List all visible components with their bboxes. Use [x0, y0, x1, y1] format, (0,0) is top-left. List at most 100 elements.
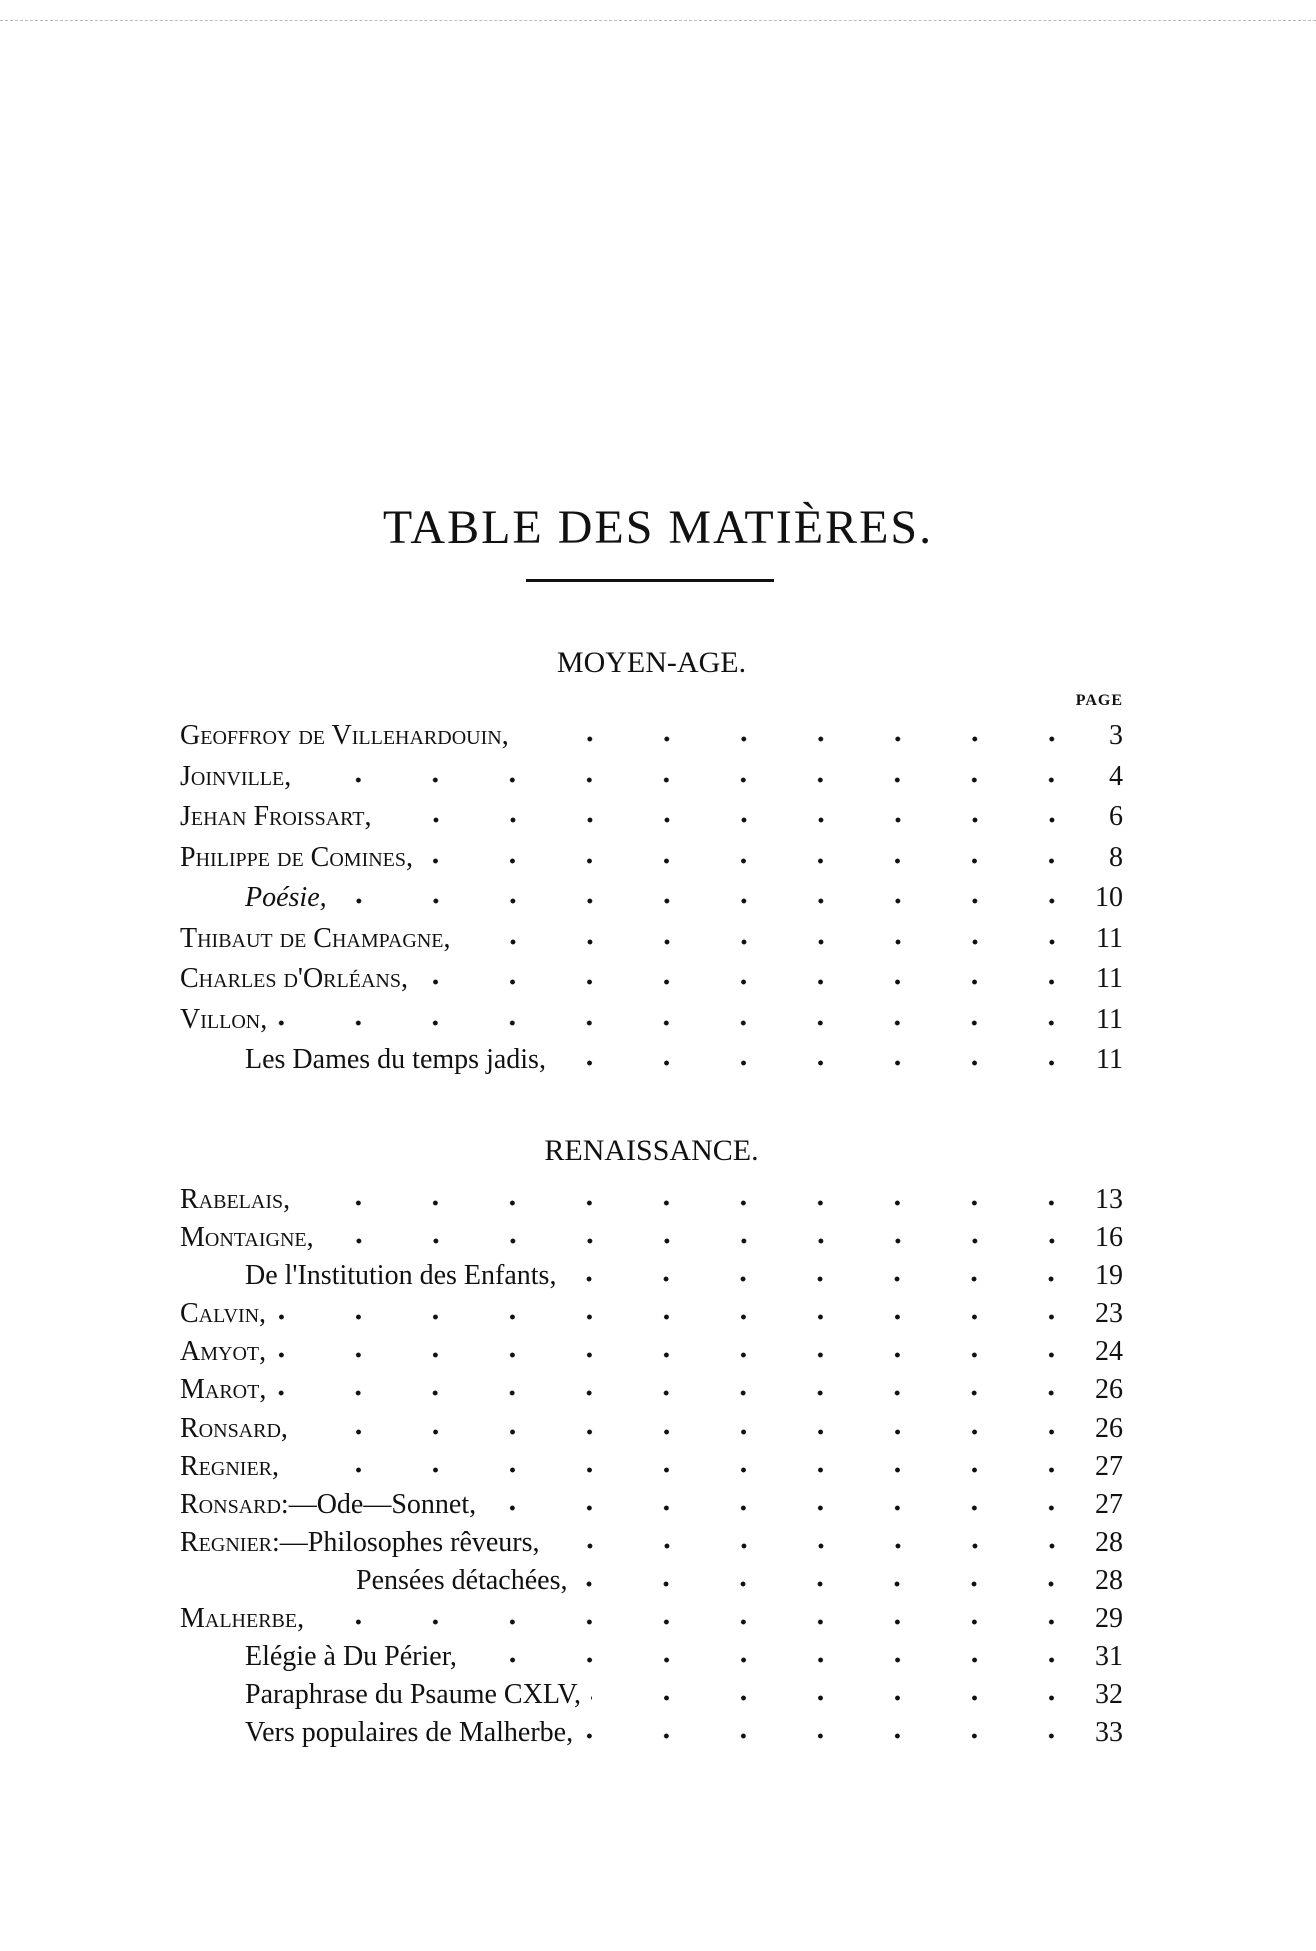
page-number: 33 [1095, 1717, 1123, 1749]
page-number: 11 [1096, 963, 1123, 994]
toc-entry[interactable]: Joinville, 4 [180, 761, 1123, 802]
entry-title: De l'Institution des Enfants, [180, 1260, 556, 1292]
author-name: Rabelais [180, 1184, 284, 1215]
page-title: TABLE DES MATIÈRES. [382, 501, 934, 555]
page-number: 16 [1095, 1222, 1123, 1254]
dot-leader [323, 1236, 1073, 1247]
dot-leader [276, 1388, 1073, 1399]
entry-title: Amyot, [180, 1336, 266, 1368]
entry-title: Ronsard:—Ode—Sonnet, [180, 1489, 476, 1521]
page-number: 29 [1095, 1603, 1123, 1635]
entry-title: Regnier:—Philosophes rêveurs, [180, 1527, 540, 1559]
dot-leader [417, 977, 1073, 987]
entry-text: , [259, 1298, 267, 1330]
toc-list-moyen-age: Geoffroy de Villehardouin, 3 Joinville, 4 Je… [180, 720, 1123, 1085]
page-number: 3 [1109, 720, 1123, 751]
page-number: 28 [1095, 1564, 1123, 1596]
page-number: 6 [1109, 801, 1123, 832]
entry-title: Thibaut de Champagne, [180, 923, 451, 955]
dot-leader [276, 1350, 1073, 1361]
entry-text: Poésie, [245, 882, 327, 913]
author-name: Thibaut de Champagne [180, 922, 444, 954]
toc-entry[interactable]: Elégie à Du Périer, 31 [180, 1641, 1123, 1679]
author-name: Amyot [180, 1336, 260, 1368]
section-heading-renaissance: RENAISSANCE. [544, 1134, 759, 1167]
toc-entry[interactable]: Charles d'Orléans, 11 [180, 963, 1123, 1004]
toc-list-renaissance: Rabelais, 13 Montaigne, 16 De l'Institution … [180, 1184, 1123, 1755]
dot-leader [590, 1693, 1073, 1704]
author-name: Villon [180, 1003, 261, 1035]
entry-text: , [284, 760, 292, 792]
page-number: 31 [1095, 1641, 1123, 1673]
entry-title: Villon, [180, 1004, 267, 1036]
entry-title: Marot, [180, 1374, 266, 1406]
entry-text: , [280, 1412, 288, 1444]
toc-entry[interactable]: De l'Institution des Enfants, 19 [180, 1260, 1123, 1298]
toc-entry[interactable]: Poésie, 10 [180, 882, 1123, 923]
toc-entry[interactable]: Regnier, 27 [180, 1451, 1123, 1489]
page-number: 11 [1096, 922, 1123, 954]
toc-entry[interactable]: Regnier:—Philosophes rêveurs, 28 [180, 1527, 1123, 1565]
toc-entry[interactable]: Geoffroy de Villehardouin, 3 [180, 720, 1123, 761]
dot-leader [460, 936, 1073, 947]
author-name: Geoffroy de Villehardouin [180, 720, 502, 751]
entry-text: , [259, 1374, 267, 1406]
entry-text: Paraphrase du Psaume CXLV, [245, 1679, 581, 1711]
page-number: 11 [1096, 1044, 1123, 1075]
entry-text: Elégie à Du Périer, [245, 1641, 457, 1673]
entry-title: Calvin, [180, 1298, 266, 1330]
dot-leader [301, 774, 1073, 785]
toc-entry[interactable]: Jehan Froissart, 6 [180, 801, 1123, 842]
author-name: Regnier [180, 1450, 272, 1482]
toc-entry[interactable]: Marot, 26 [180, 1374, 1123, 1412]
dot-leader [289, 1464, 1073, 1475]
entry-title: Jehan Froissart, [180, 801, 372, 833]
toc-entry[interactable]: Philippe de Comines, 8 [180, 842, 1123, 883]
entry-title: Ronsard, [180, 1413, 288, 1445]
entry-text: , [259, 1336, 267, 1368]
dot-leader [423, 855, 1073, 866]
author-name: Charles d'Orléans [180, 963, 401, 994]
page-number: 24 [1095, 1336, 1123, 1368]
toc-entry[interactable]: Montaigne, 16 [180, 1222, 1123, 1260]
entry-title: Pensées détachées, [180, 1565, 567, 1597]
page-number: 32 [1095, 1679, 1123, 1711]
page-number: 10 [1095, 882, 1123, 913]
dot-leader [297, 1426, 1073, 1437]
toc-entry[interactable]: Rabelais, 13 [180, 1184, 1123, 1222]
entry-title: Regnier, [180, 1451, 279, 1483]
toc-entry[interactable]: Vers populaires de Malherbe, 33 [180, 1717, 1123, 1755]
entry-text: De l'Institution des Enfants, [245, 1260, 557, 1292]
toc-entry[interactable]: Thibaut de Champagne, 11 [180, 923, 1123, 964]
toc-entry[interactable]: Paraphrase du Psaume CXLV, 32 [180, 1679, 1123, 1717]
dot-leader [466, 1655, 1073, 1666]
toc-entry[interactable]: Villon, 11 [180, 1004, 1123, 1045]
entry-text: Pensées détachées, [356, 1564, 568, 1596]
page-number: 27 [1095, 1488, 1123, 1520]
dot-leader [314, 1617, 1073, 1628]
page-column-label: PAGE [1075, 692, 1123, 709]
entry-text: , [297, 1603, 305, 1635]
toc-entry[interactable]: Pensées détachées, 28 [180, 1565, 1123, 1603]
dot-leader [381, 815, 1073, 825]
dot-leader [549, 1540, 1073, 1551]
entry-text: , [272, 1450, 279, 1482]
toc-entry[interactable]: Les Dames du temps jadis, 11 [180, 1044, 1123, 1085]
author-name: Philippe de Comines [180, 841, 407, 873]
author-name: Montaigne [180, 1222, 307, 1254]
toc-entry[interactable]: Calvin, 23 [180, 1298, 1123, 1336]
toc-entry[interactable]: Malherbe, 29 [180, 1603, 1123, 1641]
dot-leader [583, 1731, 1073, 1742]
toc-entry[interactable]: Amyot, 24 [180, 1336, 1123, 1374]
dot-leader [336, 896, 1073, 906]
toc-entry[interactable]: Ronsard, 26 [180, 1413, 1123, 1451]
toc-entry[interactable]: Ronsard:—Ode—Sonnet, 27 [180, 1489, 1123, 1527]
dot-leader [276, 1312, 1073, 1323]
entry-title: Les Dames du temps jadis, [180, 1044, 546, 1076]
page-number: 11 [1096, 1003, 1123, 1035]
entry-title: Poésie, [180, 882, 327, 914]
entry-title: Rabelais, [180, 1184, 290, 1216]
entry-text: , [501, 720, 509, 751]
author-name: Ronsard [180, 1488, 281, 1520]
entry-title: Charles d'Orléans, [180, 963, 408, 995]
